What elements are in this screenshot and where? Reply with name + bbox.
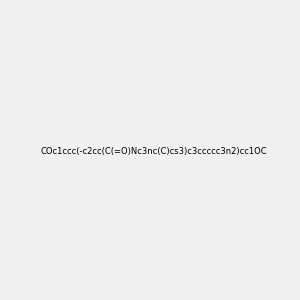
Text: COc1ccc(-c2cc(C(=O)Nc3nc(C)cs3)c3ccccc3n2)cc1OC: COc1ccc(-c2cc(C(=O)Nc3nc(C)cs3)c3ccccc3n… — [40, 147, 267, 156]
